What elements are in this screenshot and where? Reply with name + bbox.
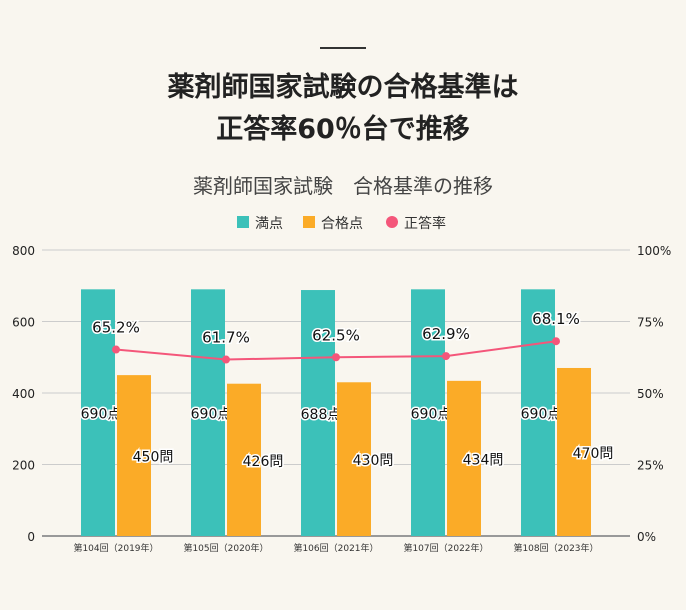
bar-passing-score [117,375,151,536]
data-label: 470問 [573,446,614,462]
bar-full-score [191,289,225,536]
y2-tick-label: 25% [637,459,664,473]
legend-label: 正答率 [404,215,446,232]
data-label: 690点 [411,407,452,423]
line-point [222,355,230,364]
legend-label: 合格点 [321,216,363,232]
bar-passing-score [227,383,261,536]
legend-marker [386,216,398,228]
data-label: 690点 [81,407,122,423]
data-label: 434問 [463,452,504,468]
y2-tick-label: 100% [637,244,671,258]
x-tick-label: 第106回（2021年） [293,542,378,554]
legend-swatch [303,216,315,228]
data-label: 450問 [133,450,174,466]
bar-passing-score [557,367,591,536]
x-tick-label: 第107回（2022年） [403,542,488,554]
page-title-line1: 薬剤師国家試験の合格基準は [167,72,519,103]
data-label: 688点 [301,407,342,423]
x-tick-label: 第105回（2020年） [183,542,268,554]
data-label: 426問 [243,454,284,470]
bar-full-score [411,289,445,536]
bar-full-score [521,289,555,536]
y-tick-label: 0 [27,530,35,544]
x-tick-label: 第104回（2019年） [73,542,158,554]
data-label: 61.7% [202,329,250,347]
y2-tick-label: 0% [637,530,656,544]
bar-passing-score [447,380,481,536]
legend-swatch [237,216,249,228]
y2-tick-label: 75% [637,316,664,330]
divider [320,47,366,49]
bar-full-score [301,290,335,536]
data-label: 62.9% [422,325,470,343]
line-point [552,337,560,346]
chart-title: 薬剤師国家試験 合格基準の推移 [193,174,493,198]
bar-full-score [81,289,115,536]
line-point [112,345,120,354]
page-title-line2: 正答率60％台で推移 [216,114,470,145]
x-tick-label: 第108回（2023年） [513,542,598,554]
data-label: 430問 [353,453,394,469]
data-label: 68.1% [532,310,580,328]
data-label: 65.2% [92,319,140,337]
y-tick-label: 400 [12,387,35,401]
data-label: 62.5% [312,326,360,344]
y-tick-label: 200 [12,459,35,473]
legend-label: 満点 [255,216,283,232]
y-tick-label: 800 [12,244,35,258]
y2-tick-label: 50% [637,387,664,401]
line-point [332,353,340,362]
data-label: 690点 [191,407,232,423]
data-label: 690点 [521,407,562,423]
bar-passing-score [337,382,371,536]
line-point [442,352,450,361]
y-tick-label: 600 [12,316,35,330]
